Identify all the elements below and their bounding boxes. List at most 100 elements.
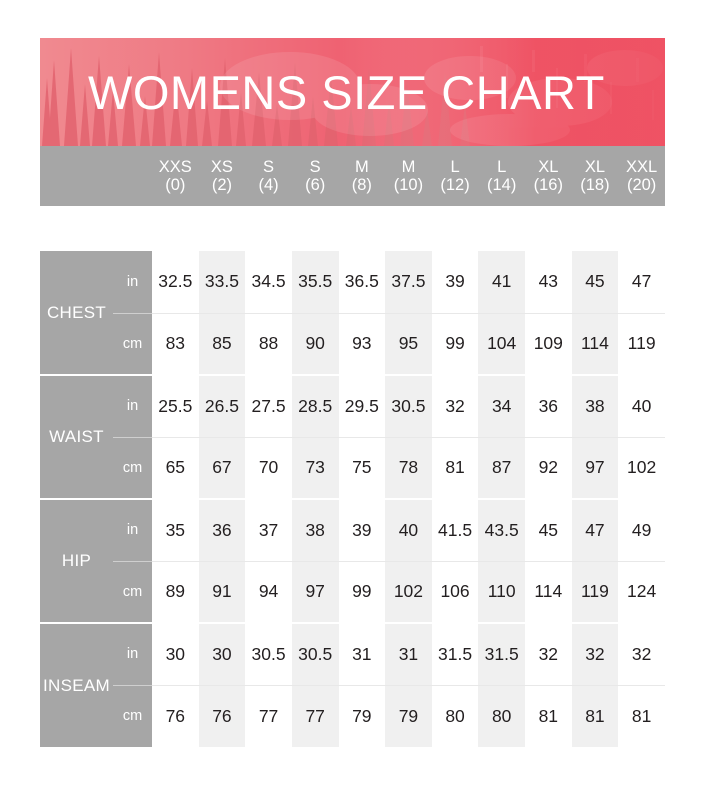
value-cell: 47: [618, 251, 665, 314]
value-cell: 36: [198, 498, 246, 562]
size-label: L: [450, 157, 460, 176]
value-cell: 34.5: [245, 251, 292, 314]
size-header-cell: L (12): [431, 146, 479, 206]
size-header-cell: XS (2): [198, 146, 246, 206]
value-cell: 45: [571, 251, 619, 314]
size-header-row: XXS (0) XS (2) S (4) S (6) M (8): [40, 146, 665, 206]
size-label: XS: [210, 157, 233, 176]
size-label: M: [354, 157, 369, 176]
size-number: (14): [487, 176, 517, 194]
size-header-cell: XL (16): [525, 146, 572, 206]
size-number: (20): [626, 176, 657, 194]
value-cell: 93: [338, 313, 386, 375]
value-cell: 32: [525, 622, 572, 686]
value-cell: 29.5: [338, 374, 386, 438]
value-cell: 32: [431, 374, 479, 438]
value-cell: 31: [385, 622, 432, 686]
value-cell: 114: [571, 313, 619, 375]
table-body: CHEST in 32.5 33.5 34.5 35.5 36.5 37.5 3…: [40, 206, 665, 747]
value-cell: 49: [618, 498, 665, 562]
value-cell: 36.5: [338, 251, 386, 314]
value-cell: 28.5: [291, 374, 339, 438]
spacer-cell: [618, 206, 665, 251]
value-cell: 80: [431, 685, 479, 747]
value-cell: 79: [385, 685, 432, 747]
value-cell: 119: [571, 561, 619, 623]
table-row: HIP in 35 36 37 38 39 40 41.5 43.5 45 47…: [40, 498, 665, 623]
size-number: (16): [533, 176, 563, 194]
value-cell: 102: [618, 437, 665, 499]
value-cell: 92: [525, 437, 572, 499]
header-corner-cell: [40, 146, 152, 206]
value-cell: 97: [291, 561, 339, 623]
value-cell: 102: [385, 561, 432, 623]
value-cell: 41.5: [431, 498, 479, 562]
table-row: cm 89 91 94 97 99 102 106 110 114 119 12…: [40, 561, 665, 623]
value-cell: 110: [478, 561, 525, 623]
value-cell: 119: [618, 313, 665, 375]
value-cell: 30.5: [291, 622, 339, 686]
spacer-cell: [40, 206, 152, 251]
value-cell: 81: [431, 437, 479, 499]
value-cell: 26.5: [198, 374, 246, 438]
value-cell: 47: [571, 498, 619, 562]
size-chart-container: WOMENS SIZE CHART XXS (0) XS (2): [40, 38, 665, 747]
value-cell: 87: [478, 437, 525, 499]
value-cell: 76: [152, 685, 199, 747]
size-number: (10): [393, 176, 424, 194]
value-cell: 80: [478, 685, 525, 747]
unit-label: in: [113, 498, 152, 562]
value-cell: 124: [618, 561, 665, 623]
value-cell: 40: [385, 498, 432, 562]
unit-label: cm: [113, 313, 152, 375]
value-cell: 32.5: [152, 251, 199, 314]
value-cell: 36: [525, 374, 572, 438]
size-header-cell: M (8): [338, 146, 386, 206]
value-cell: 34: [478, 374, 525, 438]
value-cell: 97: [571, 437, 619, 499]
size-header-cell: XXS (0): [152, 146, 199, 206]
unit-label: cm: [113, 685, 152, 747]
value-cell: 67: [198, 437, 246, 499]
table-row: cm 83 85 88 90 93 95 99 104 109 114 119: [40, 313, 665, 375]
size-number: (2): [211, 176, 233, 194]
size-header-cell: XXL (20): [618, 146, 665, 206]
value-cell: 85: [198, 313, 246, 375]
measurement-label: INSEAM: [40, 622, 113, 747]
value-cell: 79: [338, 685, 386, 747]
value-cell: 109: [525, 313, 572, 375]
size-header-cell: S (4): [245, 146, 292, 206]
size-header-cell: XL (18): [571, 146, 619, 206]
size-number: (8): [351, 176, 372, 194]
chart-banner: WOMENS SIZE CHART: [40, 38, 665, 146]
value-cell: 99: [338, 561, 386, 623]
value-cell: 77: [245, 685, 292, 747]
value-cell: 77: [291, 685, 339, 747]
measurement-label: HIP: [40, 498, 113, 623]
value-cell: 73: [291, 437, 339, 499]
value-cell: 31.5: [478, 622, 525, 686]
unit-label: in: [113, 251, 152, 314]
size-header-cell: L (14): [478, 146, 525, 206]
size-number: (6): [305, 176, 326, 194]
value-cell: 99: [431, 313, 479, 375]
value-cell: 31.5: [431, 622, 479, 686]
value-cell: 45: [525, 498, 572, 562]
unit-label: in: [113, 622, 152, 686]
value-cell: 91: [198, 561, 246, 623]
value-cell: 27.5: [245, 374, 292, 438]
size-header-cell: M (10): [385, 146, 432, 206]
value-cell: 38: [291, 498, 339, 562]
value-cell: 39: [431, 251, 479, 314]
size-label: S: [309, 157, 321, 176]
value-cell: 89: [152, 561, 199, 623]
value-cell: 94: [245, 561, 292, 623]
page-title: WOMENS SIZE CHART: [88, 65, 605, 119]
size-label: XL: [538, 157, 559, 176]
value-cell: 81: [525, 685, 572, 747]
table-row: INSEAM in 30 30 30.5 30.5 31 31 31.5 31.…: [40, 622, 665, 747]
table-row: WAIST in 25.5 26.5 27.5 28.5 29.5 30.5 3…: [40, 374, 665, 499]
value-cell: 75: [338, 437, 386, 499]
table-header: XXS (0) XS (2) S (4) S (6) M (8): [40, 146, 665, 206]
size-number: (4): [258, 176, 279, 194]
